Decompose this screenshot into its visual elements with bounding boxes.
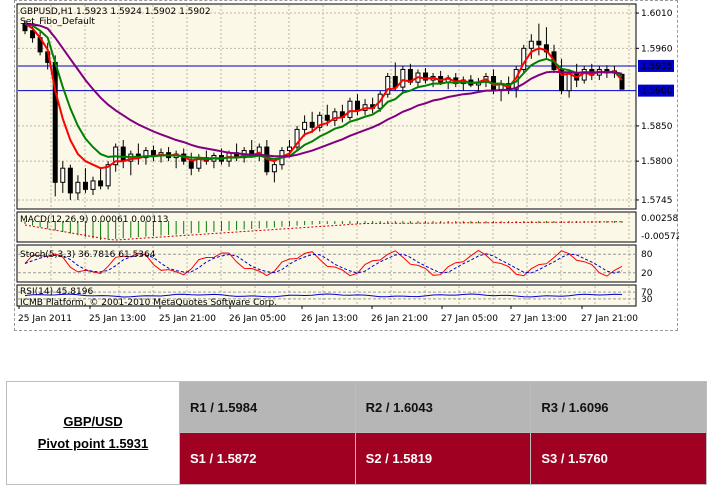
r1-cell: R1 / 1.5984 bbox=[179, 381, 356, 433]
candle-body bbox=[317, 114, 323, 128]
candle-body bbox=[536, 40, 542, 46]
price-axis-label: 1.5960 bbox=[641, 44, 673, 54]
price-axis-label: 1.5745 bbox=[641, 196, 673, 206]
candle-body bbox=[286, 146, 292, 152]
candle-body bbox=[566, 72, 572, 92]
candle-body bbox=[120, 146, 126, 162]
candle-body bbox=[423, 72, 429, 81]
candle-body bbox=[302, 121, 308, 130]
candle-body bbox=[249, 150, 255, 155]
time-axis-label: 25 Jan 21:00 bbox=[159, 314, 216, 324]
stoch-axis-label: 20 bbox=[641, 269, 653, 279]
stoch-pane bbox=[16, 244, 637, 283]
rsi-pane bbox=[16, 284, 637, 307]
candle-body bbox=[188, 160, 194, 169]
stoch-k-line bbox=[24, 249, 623, 277]
candle-body bbox=[355, 100, 361, 111]
candle-body bbox=[98, 180, 104, 187]
candle-body bbox=[309, 121, 315, 128]
stoch-label: Stoch(5,3,3) 36.7816 61.5364 bbox=[20, 250, 156, 260]
macd-pane bbox=[16, 211, 637, 243]
candle-body bbox=[150, 150, 156, 157]
time-axis-label: 26 Jan 21:00 bbox=[371, 314, 428, 324]
time-axis-label: 25 Jan 2011 bbox=[18, 314, 72, 324]
time-axis-label: 25 Jan 13:00 bbox=[89, 314, 146, 324]
ma-line-2 bbox=[24, 22, 623, 158]
copyright-text: ICMB Platform, © 2001-2010 MetaQuotes So… bbox=[20, 298, 277, 308]
candle-body bbox=[30, 30, 36, 39]
rsi-line bbox=[24, 293, 623, 298]
candle-body bbox=[82, 181, 88, 190]
macd-label: MACD(12,26,9) 0.00061 0.00113 bbox=[20, 215, 169, 225]
ma-line-0 bbox=[24, 22, 623, 170]
price-highlight-box bbox=[638, 84, 674, 97]
candle-body bbox=[90, 180, 96, 190]
candle-body bbox=[332, 111, 338, 121]
stoch-axis-label: 80 bbox=[641, 250, 653, 260]
price-chart: GBPUSD,H1 1.5923 1.5924 1.5902 1.5902Set… bbox=[16, 3, 679, 324]
macd-axis-label: 0.00258 bbox=[641, 214, 678, 224]
ma-line-1 bbox=[24, 22, 623, 161]
pivot-table: GBP/USD Pivot point 1.5931 R1 / 1.5984 R… bbox=[6, 381, 707, 485]
candle-body bbox=[75, 181, 81, 194]
candle-body bbox=[105, 164, 111, 187]
stoch-d-line bbox=[24, 253, 623, 274]
candle-body bbox=[60, 167, 66, 183]
time-axis-label: 26 Jan 05:00 bbox=[229, 314, 286, 324]
time-axis-label: 27 Jan 13:00 bbox=[510, 314, 567, 324]
candle-body bbox=[271, 164, 277, 173]
candle-body bbox=[400, 68, 406, 88]
rsi-axis-label: 70 bbox=[641, 288, 653, 298]
chart-terminal: GBPUSD,H1 1.5923 1.5924 1.5902 1.5902 Set… bbox=[14, 0, 679, 331]
price-highlight-box bbox=[638, 59, 674, 72]
s1-cell: S1 / 1.5872 bbox=[179, 432, 356, 485]
indicator-name: Set_Fibo_Default bbox=[20, 17, 95, 27]
candle-body bbox=[294, 128, 300, 148]
rsi-label: RSI(14) 45.8196 bbox=[20, 287, 93, 297]
macd-signal-line bbox=[24, 221, 622, 241]
chart-symbol-header: GBPUSD,H1 1.5923 1.5924 1.5902 1.5902 bbox=[20, 7, 211, 17]
candle-body bbox=[143, 150, 149, 159]
pivot-point: Pivot point 1.5931 bbox=[37, 436, 149, 451]
r3-cell: R3 / 1.6096 bbox=[530, 381, 707, 433]
price-axis-label: 1.6010 bbox=[641, 9, 673, 19]
candle-body bbox=[324, 114, 330, 121]
rsi-axis-label: 30 bbox=[641, 295, 653, 305]
candle-body bbox=[67, 167, 73, 194]
macd-axis-label: -0.00572 bbox=[641, 232, 679, 242]
price-axis-label: 1.5900 bbox=[641, 87, 673, 97]
s2-cell: S2 / 1.5819 bbox=[354, 432, 532, 485]
pair-name: GBP/USD bbox=[63, 414, 123, 429]
price-axis-label: 1.5935 bbox=[641, 62, 673, 72]
candle-body bbox=[528, 40, 534, 49]
price-axis-label: 1.5800 bbox=[641, 157, 673, 167]
r2-cell: R2 / 1.6043 bbox=[354, 381, 532, 433]
candle-body bbox=[347, 100, 353, 118]
pair-cell: GBP/USD Pivot point 1.5931 bbox=[6, 381, 180, 485]
time-axis-label: 27 Jan 05:00 bbox=[441, 314, 498, 324]
candle-body bbox=[619, 73, 625, 90]
time-axis-label: 27 Jan 21:00 bbox=[581, 314, 638, 324]
candle-body bbox=[385, 76, 391, 95]
s3-cell: S3 / 1.5760 bbox=[530, 432, 707, 485]
price-axis-label: 1.5850 bbox=[641, 122, 673, 132]
main-pane bbox=[16, 3, 637, 210]
time-axis-label: 26 Jan 13:00 bbox=[301, 314, 358, 324]
